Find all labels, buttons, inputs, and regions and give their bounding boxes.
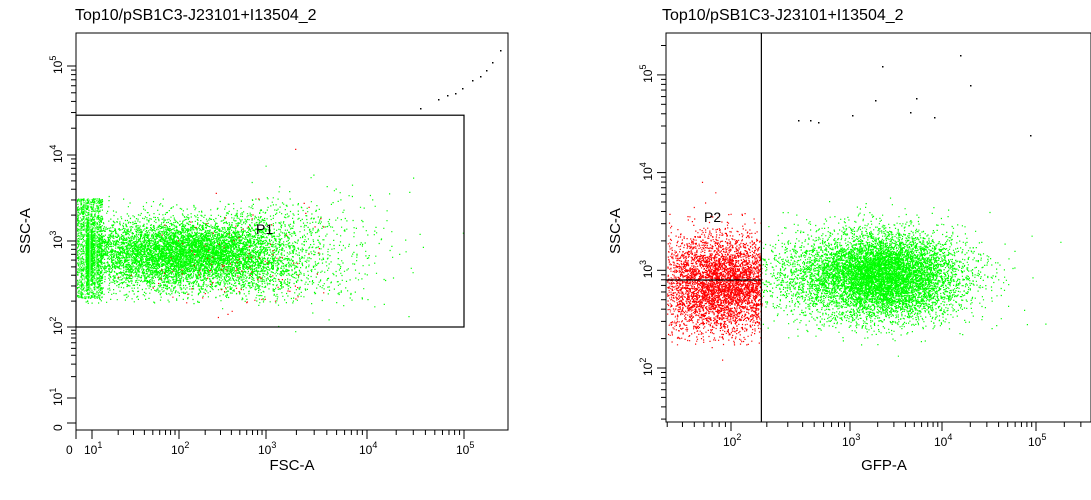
x-tick-label: 103 — [842, 432, 860, 449]
x-tick-label: 105 — [1028, 432, 1046, 449]
x-tick-label: 102 — [171, 440, 189, 457]
outlier-point — [492, 62, 494, 64]
y-tick-label: 105 — [48, 56, 65, 74]
y-axis-label: SSC-A — [607, 208, 624, 254]
x-axis-label: FSC-A — [270, 457, 315, 474]
outlier-point — [472, 80, 474, 82]
scatter-points — [77, 50, 502, 333]
outlier-point — [882, 66, 884, 68]
gate-label-p1: P1 — [256, 221, 273, 237]
x-axis-label: GFP-A — [861, 457, 907, 474]
population-points — [667, 181, 763, 361]
outlier-point — [462, 88, 464, 90]
y-axis: 102 103 104 105 — [638, 44, 666, 420]
x-axis: 0 101 102 103 104 105 — [66, 430, 474, 457]
y-tick-label: 105 — [638, 65, 655, 83]
scatter-plot-fsc-ssc: Top10/pSB1C3-J23101+I13504_2 P1 0 101 102 103… — [0, 0, 545, 500]
x-tick-label: 104 — [359, 440, 377, 457]
y-tick-label: 102 — [638, 358, 655, 376]
outlier-point — [486, 70, 488, 72]
y-axis: 0 101 102 103 104 105 — [48, 56, 76, 431]
near-zero-points — [77, 198, 104, 300]
plot-frame — [665, 32, 1091, 423]
gate-p1 — [75, 114, 465, 328]
x-tick-label: 103 — [258, 440, 276, 457]
x-tick-label: 102 — [723, 432, 741, 449]
outlier-point — [934, 117, 936, 119]
outlier-point — [500, 50, 502, 52]
x-tick-label: 105 — [456, 440, 474, 457]
outlier-point — [875, 100, 877, 102]
outlier-point — [438, 99, 440, 101]
outlier-point — [798, 120, 800, 122]
y-tick-label: 103 — [638, 260, 655, 278]
outlier-point — [852, 115, 854, 117]
y-tick-label: 102 — [48, 317, 65, 335]
outlier-point — [818, 122, 820, 124]
population-points — [762, 197, 1062, 357]
scatter-points — [667, 55, 1062, 361]
outlier-point — [910, 112, 912, 114]
outlier-point — [960, 55, 962, 57]
outlier-point — [455, 93, 457, 95]
population-points — [85, 165, 465, 333]
y-tick-label: 104 — [48, 145, 65, 163]
x-tick-label: 101 — [84, 440, 102, 457]
outlier-point — [420, 108, 422, 110]
scatter-plot-left-svg: Top10/pSB1C3-J23101+I13504_2 P1 0 101 102 103… — [17, 7, 509, 474]
outlier-point — [916, 98, 918, 100]
scatter-plot-gfp-ssc: Top10/pSB1C3-J23101+I13504_2 P2 102 103 104 1… — [590, 0, 1091, 500]
y-tick-label: 104 — [638, 162, 655, 180]
x-tick-label: 0 — [66, 443, 73, 457]
x-tick-label: 104 — [934, 432, 952, 449]
chart-title: Top10/pSB1C3-J23101+I13504_2 — [75, 7, 317, 24]
y-axis-label: SSC-A — [17, 208, 34, 254]
outlier-point — [480, 76, 482, 78]
y-tick-label: 0 — [51, 424, 65, 431]
y-tick-label: 103 — [48, 231, 65, 249]
gate-label-p2: P2 — [704, 209, 721, 225]
outlier-point — [810, 120, 812, 122]
outlier-point — [447, 95, 449, 97]
chart-title: Top10/pSB1C3-J23101+I13504_2 — [662, 7, 904, 24]
outlier-point — [970, 85, 972, 87]
y-tick-label: 101 — [48, 388, 65, 406]
x-axis: 102 103 104 105 — [666, 422, 1082, 449]
population-points — [117, 148, 325, 319]
outlier-point — [1030, 135, 1032, 137]
